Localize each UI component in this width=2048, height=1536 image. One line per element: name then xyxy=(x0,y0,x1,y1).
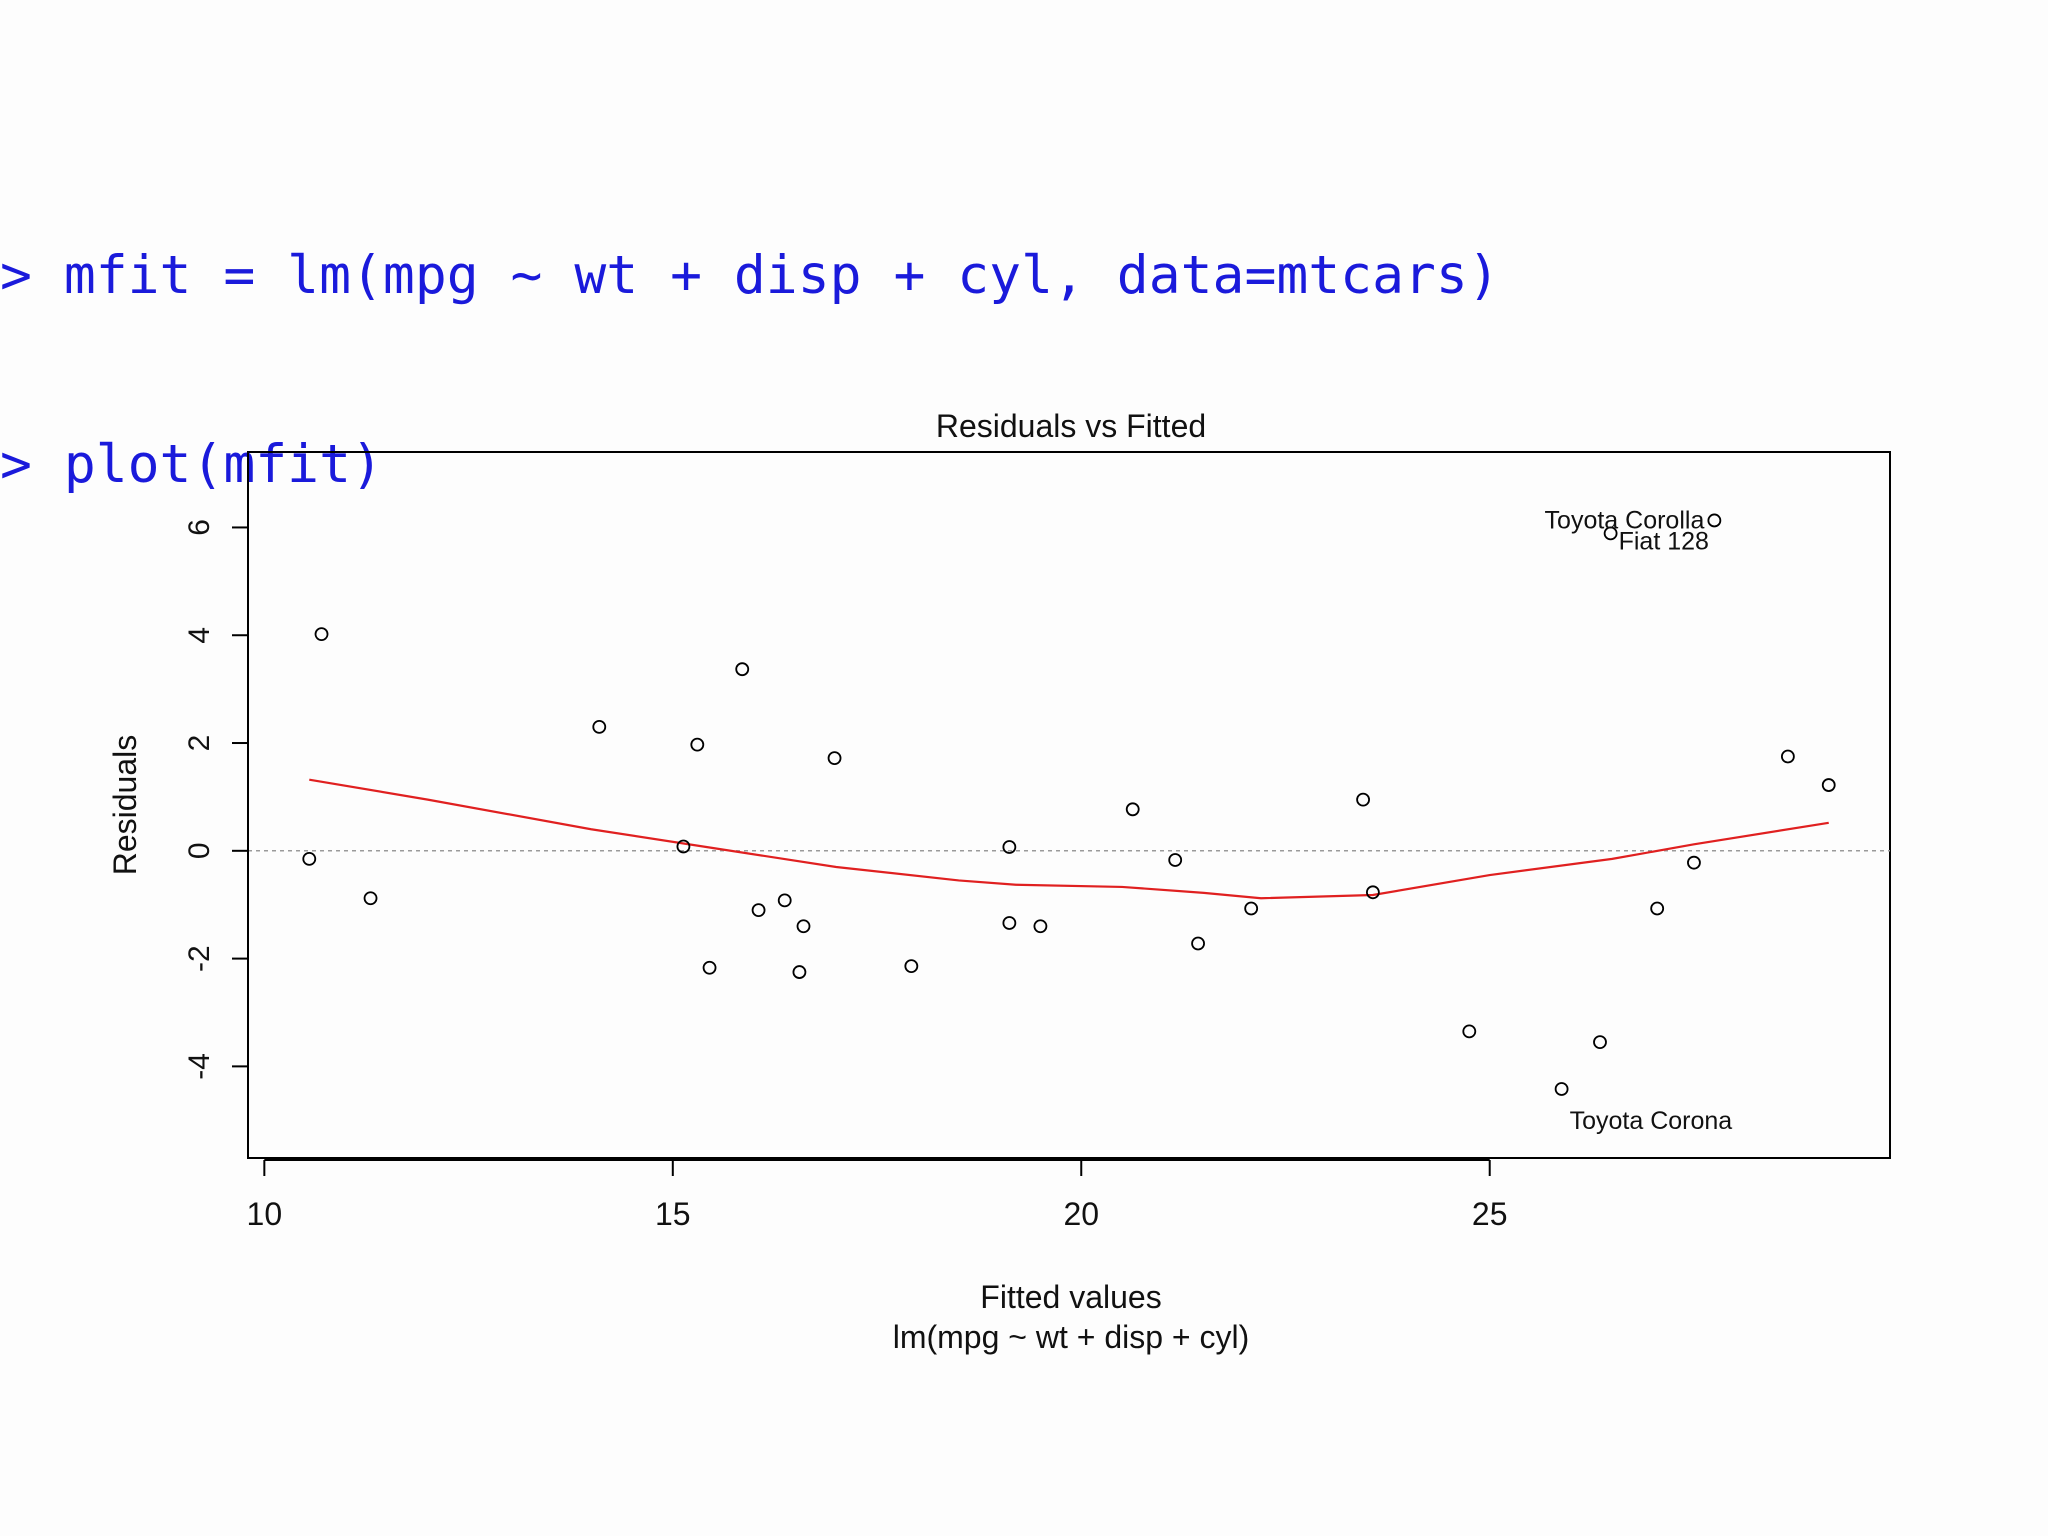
residual-point xyxy=(1033,919,1048,934)
point-annotation: Toyota Corona xyxy=(1570,1107,1733,1135)
residual-point xyxy=(1365,885,1380,900)
y-tick-label: 4 xyxy=(183,627,216,644)
residual-point xyxy=(363,891,378,906)
residual-point xyxy=(676,839,691,854)
y-tick-label: 0 xyxy=(183,842,216,859)
x-tick-label: 10 xyxy=(247,1196,283,1232)
console-line-model: > mfit = lm(mpg ~ wt + disp + cyl, data=… xyxy=(0,245,1500,306)
residual-point xyxy=(735,662,750,677)
point-annotation: Toyota Corolla xyxy=(1545,506,1705,534)
y-tick-label: -2 xyxy=(183,945,216,972)
residual-point xyxy=(796,919,811,934)
residual-point xyxy=(1821,778,1836,792)
residual-point xyxy=(314,627,329,642)
x-tick-label: 20 xyxy=(1063,1196,1099,1232)
residual-point xyxy=(827,751,842,766)
point-annotation: Fiat 128 xyxy=(1619,527,1709,555)
residual-point xyxy=(777,893,792,908)
y-axis-label: Residuals xyxy=(107,735,143,876)
residual-point xyxy=(1780,749,1795,764)
residual-point xyxy=(1244,901,1259,916)
residual-point xyxy=(751,903,766,917)
chart-title: Residuals vs Fitted xyxy=(936,408,1206,444)
r-console: > mfit = lm(mpg ~ wt + disp + cyl, data=… xyxy=(0,118,1500,559)
residual-point xyxy=(302,851,317,866)
x-axis-label: Fitted values xyxy=(980,1279,1161,1315)
residual-point xyxy=(1650,901,1665,916)
residual-point xyxy=(1593,1035,1607,1050)
residual-point xyxy=(1125,802,1140,817)
residual-point xyxy=(1168,853,1183,867)
x-tick-label: 15 xyxy=(655,1196,691,1232)
residual-point xyxy=(1707,513,1722,528)
residual-point xyxy=(1554,1082,1569,1096)
y-tick-label: -4 xyxy=(183,1053,216,1080)
y-tick-label: 6 xyxy=(183,519,216,536)
smooth-trend-line xyxy=(309,778,1829,900)
residual-point xyxy=(1603,526,1618,541)
y-tick-label: 2 xyxy=(183,735,216,752)
x-axis-sublabel: lm(mpg ~ wt + disp + cyl) xyxy=(893,1319,1250,1355)
residual-point xyxy=(792,965,807,979)
residual-point xyxy=(1462,1024,1477,1039)
residual-point xyxy=(1191,936,1205,951)
x-tick-label: 25 xyxy=(1472,1196,1508,1232)
residual-point xyxy=(1002,916,1017,930)
residual-point xyxy=(592,719,607,734)
residual-point xyxy=(702,960,717,975)
plot-frame xyxy=(247,451,1891,1159)
residual-point xyxy=(1687,855,1701,870)
residual-point xyxy=(904,959,919,974)
residual-point xyxy=(1002,840,1017,854)
console-line-plot: > plot(mfit) xyxy=(0,434,383,495)
residual-point xyxy=(1356,792,1370,807)
residual-point xyxy=(690,737,705,752)
